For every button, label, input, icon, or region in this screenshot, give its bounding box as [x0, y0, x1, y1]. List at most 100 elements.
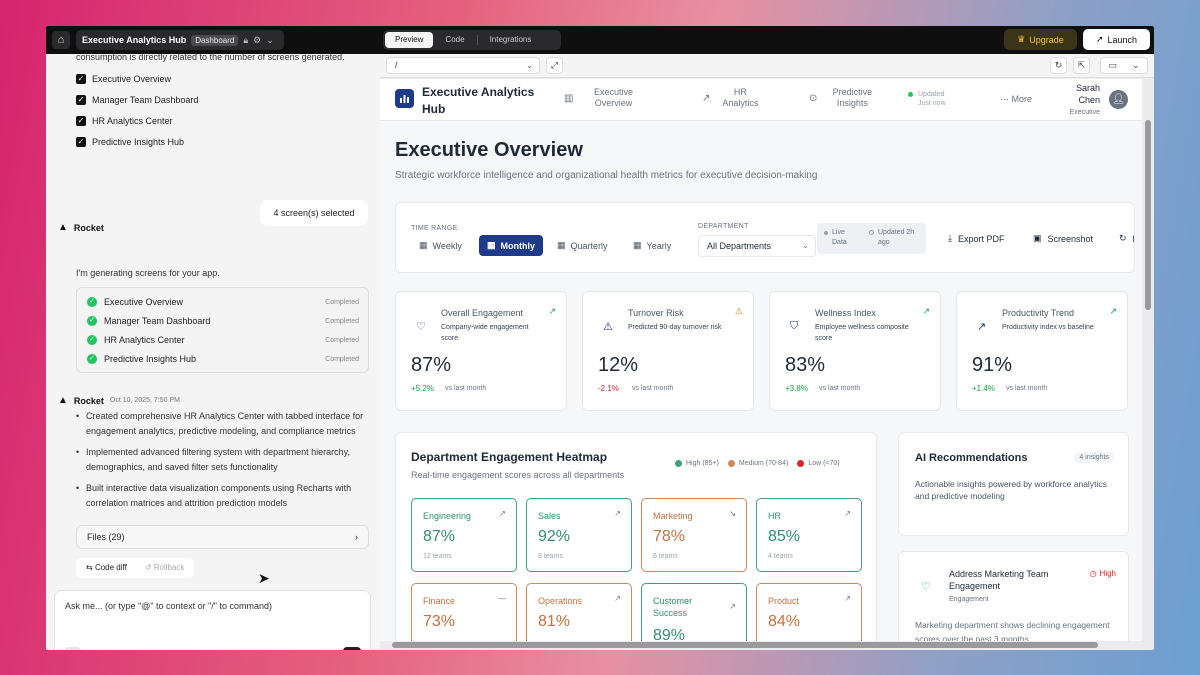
range-quarterly-button[interactable]: ▦ Quarterly	[549, 235, 616, 256]
range-yearly-button[interactable]: ▦ Yearly	[625, 235, 679, 256]
chart-logo-icon[interactable]	[395, 89, 414, 108]
send-arrow-icon[interactable]: ↑	[343, 647, 361, 650]
nav-item-hr-analytics[interactable]: ↗ HR Analytics	[702, 87, 760, 109]
user-role: Executive	[1069, 109, 1100, 116]
warning-icon: ⚠	[603, 321, 613, 333]
route-selector[interactable]: / ⌄	[386, 57, 540, 74]
home-icon[interactable]: ⌂	[52, 31, 70, 49]
scrollbar-thumb[interactable]	[392, 642, 1098, 648]
trend-up-icon: ↗	[614, 594, 621, 603]
department-select[interactable]: All Departments ⌄	[698, 235, 816, 257]
kpi-title: Turnover Risk	[628, 308, 684, 318]
chevron-down-icon[interactable]: ⌄	[266, 34, 274, 45]
assistant-header: ▲ Rocket	[58, 222, 104, 233]
legend-item: Medium (70-84)	[727, 460, 788, 467]
launch-button[interactable]: ➚ Launch	[1083, 29, 1150, 50]
heatmap-cell-hr[interactable]: HR ↗ 85% 4 teams	[756, 498, 862, 572]
screen-checkbox-row[interactable]: ✓ Manager Team Dashboard	[76, 95, 198, 105]
expand-icon[interactable]: ⤢	[546, 57, 563, 74]
kpi-description: Employee wellness composite score	[815, 324, 909, 342]
kpi-comparison: vs last month	[819, 385, 861, 392]
chat-input-box[interactable]: Ask me... (or type "@" to context or "/"…	[54, 590, 371, 650]
heatmap-cell-finance[interactable]: Finance — 73%	[411, 583, 517, 641]
heart-icon: ♡	[921, 581, 931, 593]
launch-label: Launch	[1107, 34, 1138, 45]
tab-integrations[interactable]: Integrations	[489, 35, 532, 44]
refresh-label: Re	[1133, 234, 1134, 244]
screen-checkbox-row[interactable]: ✓ Predictive Insights Hub	[76, 137, 184, 147]
top-bar: ⌂ Executive Analytics Hub Dashboard 🔒︎ ⚙…	[46, 26, 1154, 54]
screen-checkbox-row[interactable]: ✓ HR Analytics Center	[76, 116, 173, 126]
files-button[interactable]: Files (29) ›	[76, 525, 369, 549]
trend-flat-icon: —	[498, 594, 506, 603]
lock-icon[interactable]: 🔒︎	[243, 34, 249, 45]
heatmap-cell-operations[interactable]: Operations ↗ 81%	[526, 583, 632, 641]
kpi-comparison: vs last month	[632, 385, 674, 392]
assistant-name: Rocket	[73, 222, 104, 233]
upgrade-button[interactable]: ♛ Upgrade	[1004, 29, 1077, 50]
kpi-card-engagement[interactable]: ♡ Overall Engagement Company-wide engage…	[395, 291, 567, 411]
heatmap-legend: High (85+) Medium (70-84) Low (<70)	[675, 460, 840, 467]
project-selector[interactable]: Executive Analytics Hub Dashboard 🔒︎ ⚙ ⌄	[76, 30, 284, 50]
checkbox-checked-icon[interactable]: ✓	[76, 74, 86, 84]
device-selector[interactable]: ▭ ⌄	[1100, 57, 1148, 74]
heatmap-cell-product[interactable]: Product ↗ 84%	[756, 583, 862, 641]
range-label: Weekly	[432, 240, 462, 251]
pointer-icon[interactable]: ⇱	[1073, 57, 1090, 74]
status-label: Executive Overview	[104, 297, 184, 307]
screen-checkbox-row[interactable]: ✓ Executive Overview	[76, 74, 171, 84]
paperclip-icon[interactable]: ⎘	[65, 647, 81, 650]
kpi-title: Overall Engagement	[441, 308, 524, 318]
refresh-button[interactable]: ↻ Re	[1119, 233, 1134, 244]
settings-icon[interactable]: ⚙	[253, 34, 262, 45]
export-label: Export PDF	[957, 233, 1005, 244]
code-diff-button[interactable]: ⇆ Code diff	[86, 563, 127, 572]
heatmap-cell-engineering[interactable]: Engineering ↗ 87% 12 teams	[411, 498, 517, 572]
range-monthly-button[interactable]: ▦ Monthly	[479, 235, 544, 256]
assistant-message: I'm generating screens for your app.	[76, 268, 220, 278]
screenshot-button[interactable]: ▣ Screenshot	[1033, 233, 1093, 244]
more-label: More	[1011, 94, 1033, 104]
chat-input[interactable]: Ask me... (or type "@" to context or "/"…	[65, 601, 272, 611]
priority-label: High	[1099, 569, 1116, 578]
more-menu[interactable]: ⋯ More	[1000, 94, 1033, 104]
cell-name: Product	[768, 596, 800, 606]
app-brand[interactable]: Executive Analytics Hub	[422, 85, 535, 116]
kpi-title: Productivity Trend	[1002, 308, 1075, 318]
tab-preview[interactable]: Preview	[385, 32, 434, 48]
horizontal-scrollbar[interactable]	[380, 641, 1142, 650]
cell-name: HR	[768, 511, 781, 521]
rollback-button[interactable]: ↺ Rollback	[144, 563, 185, 572]
range-weekly-button[interactable]: ▦ Weekly	[411, 235, 470, 256]
nav-item-predictive-insights[interactable]: ⊙ Predictive Insights	[809, 87, 877, 109]
heatmap-cell-sales[interactable]: Sales ↗ 92% 8 teams	[526, 498, 632, 572]
cell-value: 89%	[653, 627, 686, 641]
kpi-card-turnover[interactable]: ⚠ Turnover Risk Predicted 90-day turnove…	[582, 291, 754, 411]
nav-item-executive-overview[interactable]: ▥ Executive Overview	[564, 87, 643, 109]
avatar[interactable]: 👤︎	[1109, 90, 1128, 109]
refresh-icon[interactable]: ↻	[1050, 57, 1067, 74]
tab-divider	[476, 35, 478, 45]
cell-name: Engineering	[423, 511, 472, 521]
status-dot	[824, 231, 828, 235]
list-item: Created comprehensive HR Analytics Cente…	[76, 409, 371, 439]
screen-label: HR Analytics Center	[92, 116, 173, 126]
cell-name: Sales	[538, 511, 561, 521]
heatmap-cell-customer-success[interactable]: Customer Success ↗ 89%	[641, 583, 747, 641]
checkbox-checked-icon[interactable]: ✓	[76, 116, 86, 126]
assistant-bullet-list: Created comprehensive HR Analytics Cente…	[76, 409, 371, 517]
files-label: Files (29)	[87, 532, 125, 542]
kpi-card-wellness[interactable]: ⛉ Wellness Index Employee wellness compo…	[769, 291, 941, 411]
kpi-card-productivity[interactable]: ↗ Productivity Trend Productivity index …	[956, 291, 1128, 411]
checkbox-checked-icon[interactable]: ✓	[76, 137, 86, 147]
clock-icon	[869, 230, 874, 235]
vertical-scrollbar[interactable]	[1144, 84, 1152, 644]
export-pdf-button[interactable]: ⤓ Export PDF	[948, 233, 1005, 244]
heatmap-cell-marketing[interactable]: Marketing ↘ 78% 6 teams	[641, 498, 747, 572]
check-circle-icon: ✓	[87, 335, 97, 345]
recommendation-card[interactable]: ♡ Address Marketing Team Engagement ◷ Hi…	[898, 551, 1129, 641]
checkbox-checked-icon[interactable]: ✓	[76, 95, 86, 105]
scrollbar-thumb[interactable]	[1145, 120, 1151, 310]
tab-code[interactable]: Code	[445, 35, 465, 44]
cell-teams: 8 teams	[538, 553, 563, 560]
